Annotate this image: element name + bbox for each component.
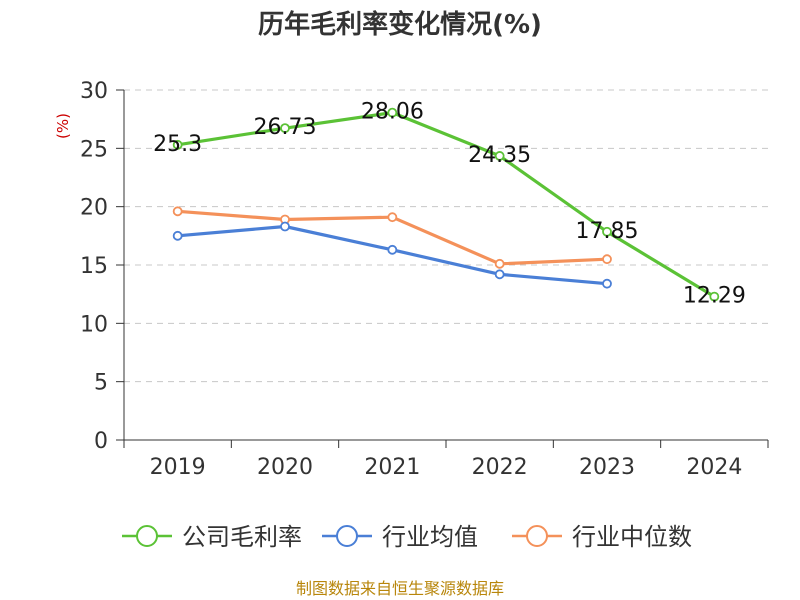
x-tick-label: 2019 bbox=[150, 455, 206, 480]
data-point bbox=[172, 230, 183, 241]
y-tick-label: 25 bbox=[80, 137, 108, 162]
y-tick-label: 0 bbox=[94, 429, 108, 454]
data-point bbox=[280, 123, 290, 134]
y-tick-label: 5 bbox=[94, 371, 108, 396]
x-tick-label: 2020 bbox=[257, 455, 313, 480]
x-tick-label: 2024 bbox=[686, 455, 742, 480]
data-point bbox=[172, 139, 183, 150]
y-tick-label: 10 bbox=[80, 312, 108, 337]
legend: 公司毛利率 行业均值 行业中位数 bbox=[122, 523, 692, 551]
legend-label: 行业均值 bbox=[382, 523, 478, 551]
data-label: 12.29 bbox=[683, 284, 746, 309]
legend-label: 行业中位数 bbox=[572, 523, 692, 551]
legend-item: 行业中位数 bbox=[512, 523, 692, 551]
series-line bbox=[177, 224, 608, 286]
legend-item: 公司毛利率 bbox=[122, 523, 302, 551]
series-0 bbox=[172, 107, 720, 302]
source-note: 制图数据来自恒生聚源数据库 bbox=[296, 579, 504, 598]
y-tick-label: 30 bbox=[80, 79, 108, 104]
x-tick-label: 2023 bbox=[579, 455, 635, 480]
series-1 bbox=[172, 221, 612, 289]
y-axis-label: (%) bbox=[54, 113, 72, 139]
axes: 0 5 10 15 20 25 30 2019 2020 2021 2022 2023 2024 bbox=[80, 79, 769, 480]
data-point bbox=[387, 107, 398, 118]
data-point bbox=[280, 221, 290, 232]
data-point bbox=[602, 278, 612, 289]
series-2 bbox=[172, 206, 612, 269]
legend-marker bbox=[526, 525, 548, 547]
x-tick-label: 2021 bbox=[364, 455, 420, 480]
legend-label: 公司毛利率 bbox=[182, 523, 302, 551]
data-point bbox=[387, 212, 398, 223]
data-point bbox=[494, 151, 505, 161]
y-tick-label: 20 bbox=[80, 196, 108, 221]
y-tick-label: 15 bbox=[80, 254, 108, 279]
data-point bbox=[172, 206, 183, 217]
data-label: 28.06 bbox=[361, 100, 424, 125]
data-point bbox=[709, 291, 720, 302]
data-label: 17.85 bbox=[576, 219, 639, 244]
series-layer: 25.3 26.73 28.06 24.35 17.85 12.29 bbox=[153, 100, 746, 309]
data-point bbox=[494, 269, 505, 280]
series-line bbox=[177, 111, 716, 298]
data-point bbox=[387, 244, 398, 255]
data-label: 24.35 bbox=[468, 143, 531, 168]
grid bbox=[124, 89, 768, 383]
legend-item: 行业均值 bbox=[322, 523, 478, 551]
data-point bbox=[494, 258, 505, 269]
data-point bbox=[602, 254, 612, 265]
data-point bbox=[602, 226, 612, 237]
data-label: 26.73 bbox=[254, 115, 317, 140]
x-tick-label: 2022 bbox=[472, 455, 528, 480]
chart-title: 历年毛利率变化情况(%) bbox=[258, 9, 542, 40]
legend-marker bbox=[136, 525, 158, 547]
legend-marker bbox=[336, 525, 358, 547]
data-label: 25.3 bbox=[153, 132, 202, 157]
